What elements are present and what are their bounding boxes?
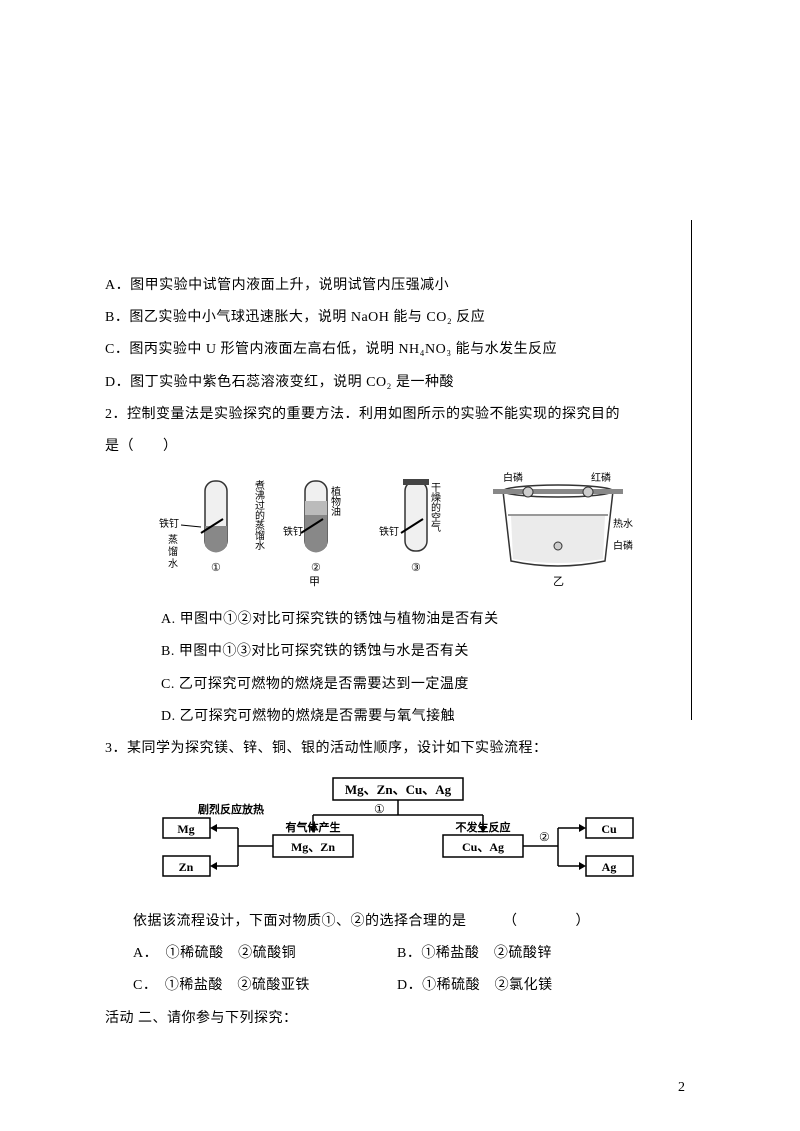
svg-text:有气体产生: 有气体产生 xyxy=(285,820,340,834)
svg-text:蒸: 蒸 xyxy=(168,534,178,546)
svg-text:剧烈反应放热: 剧烈反应放热 xyxy=(198,802,264,816)
q3-option-D: D．①稀硫酸 ②氯化镁 xyxy=(397,978,553,993)
svg-text:铁钉: 铁钉 xyxy=(283,525,303,538)
q1-option-C: C．图丙实验中 U 形管内液面左高右低，说明 NH₄NO₃ 能与水发生反应 xyxy=(105,334,680,366)
q2-stem-1: 2．控制变量法是实验探究的重要方法．利用如图所示的实验不能实现的探究目的 xyxy=(105,399,680,431)
svg-text:①: ① xyxy=(211,562,221,574)
q3-option-row2: C． ①稀盐酸 ②硫酸亚铁 D．①稀硫酸 ②氯化镁 xyxy=(105,970,680,1002)
q2-option-B: B. 甲图中①③对比可探究铁的锈蚀与水是否有关 xyxy=(105,636,680,668)
q3-option-row1: A． ①稀硫酸 ②硫酸铜 B．①稀盐酸 ②硫酸锌 xyxy=(105,938,680,970)
q2-figure: 铁钉 蒸 馏 水 ① 煮 沸 过 的 蒸 馏 水 植 物 xyxy=(105,471,680,596)
q3-figure: Mg、Zn、Cu、Ag ① 有气体产生 Mg、Zn Mg Zn 剧烈反应放热 xyxy=(105,773,680,898)
svg-text:③: ③ xyxy=(411,562,421,574)
svg-text:甲: 甲 xyxy=(309,576,320,588)
q3-stem: 3．某同学为探究镁、锌、铜、银的活动性顺序，设计如下实验流程： xyxy=(105,733,680,765)
page-number: 2 xyxy=(678,1080,685,1096)
svg-text:Cu: Cu xyxy=(601,822,617,836)
q3-option-B: B．①稀盐酸 ②硫酸锌 xyxy=(397,946,552,961)
svg-text:Mg: Mg xyxy=(177,822,194,836)
svg-text:Mg、Zn: Mg、Zn xyxy=(290,840,334,854)
svg-text:水: 水 xyxy=(255,540,265,552)
svg-text:馏: 馏 xyxy=(168,545,178,558)
page-content: A．图甲实验中试管内液面上升，说明试管内压强减小 B．图乙实验中小气球迅速胀大，… xyxy=(0,0,800,1075)
svg-text:不发生反应: 不发生反应 xyxy=(455,820,510,834)
svg-text:乙: 乙 xyxy=(553,575,564,588)
q1-option-A: A．图甲实验中试管内液面上升，说明试管内压强减小 xyxy=(105,270,680,302)
svg-text:Mg、Zn、Cu、Ag: Mg、Zn、Cu、Ag xyxy=(344,782,451,797)
svg-text:热水: 热水 xyxy=(613,517,633,530)
svg-text:铁钉: 铁钉 xyxy=(159,517,179,530)
svg-text:②: ② xyxy=(311,562,321,574)
svg-text:Cu、Ag: Cu、Ag xyxy=(461,840,503,854)
q1-option-D: D．图丁实验中紫色石蕊溶液变红，说明 CO₂ 是一种酸 xyxy=(105,367,680,399)
svg-text:铁钉: 铁钉 xyxy=(379,525,399,538)
svg-text:Ag: Ag xyxy=(601,860,616,874)
svg-text:水: 水 xyxy=(168,558,178,570)
q3-option-C: C． ①稀盐酸 ②硫酸亚铁 xyxy=(133,970,393,1002)
svg-text:②: ② xyxy=(539,830,550,844)
svg-text:气: 气 xyxy=(431,521,441,534)
svg-text:白磷: 白磷 xyxy=(503,471,523,484)
q2-stem-2: 是（ ） xyxy=(105,431,680,463)
activity-2: 活动 二、请你参与下列探究： xyxy=(105,1003,680,1035)
q2-option-A: A. 甲图中①②对比可探究铁的锈蚀与植物油是否有关 xyxy=(105,604,680,636)
svg-text:油: 油 xyxy=(331,505,341,518)
svg-text:白磷: 白磷 xyxy=(613,539,633,552)
q2-option-C: C. 乙可探究可燃物的燃烧是否需要达到一定温度 xyxy=(105,669,680,701)
svg-text:Zn: Zn xyxy=(178,860,193,874)
q3-option-A: A． ①稀硫酸 ②硫酸铜 xyxy=(133,938,393,970)
svg-text:红磷: 红磷 xyxy=(591,471,611,484)
q1-option-B: B．图乙实验中小气球迅速胀大，说明 NaOH 能与 CO₂ 反应 xyxy=(105,302,680,334)
q3-subq: 依据该流程设计，下面对物质①、②的选择合理的是 （ ） xyxy=(105,906,680,938)
q2-option-D: D. 乙可探究可燃物的燃烧是否需要与氧气接触 xyxy=(105,701,680,733)
svg-text:①: ① xyxy=(374,802,385,816)
